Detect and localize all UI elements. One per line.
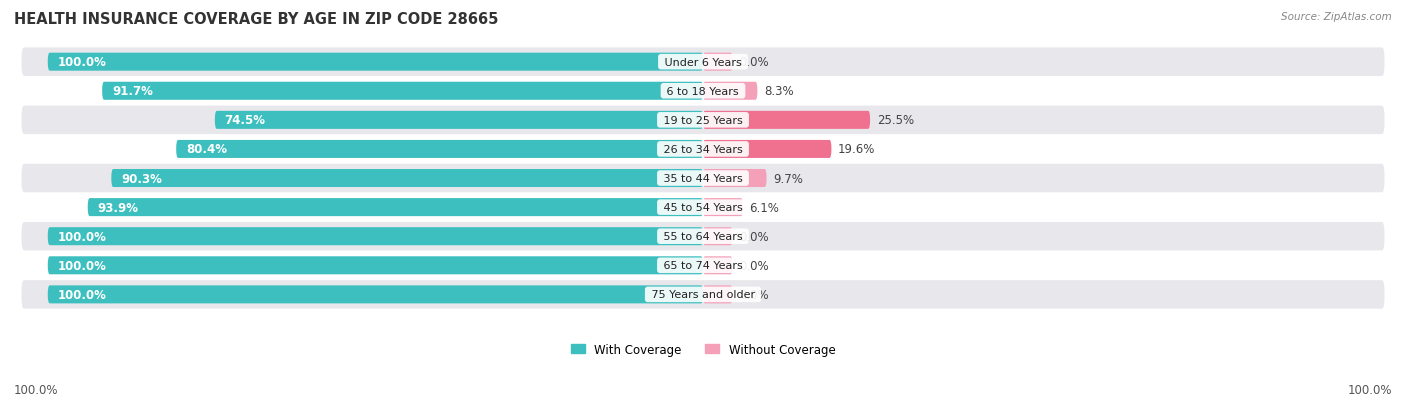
FancyBboxPatch shape (176, 140, 703, 159)
Text: 100.0%: 100.0% (58, 56, 107, 69)
FancyBboxPatch shape (703, 54, 733, 71)
Text: 74.5%: 74.5% (225, 114, 266, 127)
Text: 6 to 18 Years: 6 to 18 Years (664, 87, 742, 97)
FancyBboxPatch shape (703, 199, 742, 216)
Text: 0.0%: 0.0% (740, 288, 769, 301)
FancyBboxPatch shape (48, 54, 703, 71)
Text: 6.1%: 6.1% (749, 201, 779, 214)
Text: 91.7%: 91.7% (112, 85, 153, 98)
FancyBboxPatch shape (215, 112, 703, 130)
Text: Under 6 Years: Under 6 Years (661, 57, 745, 67)
Text: 90.3%: 90.3% (121, 172, 162, 185)
Text: 93.9%: 93.9% (97, 201, 139, 214)
Text: HEALTH INSURANCE COVERAGE BY AGE IN ZIP CODE 28665: HEALTH INSURANCE COVERAGE BY AGE IN ZIP … (14, 12, 499, 27)
Text: 100.0%: 100.0% (58, 259, 107, 272)
FancyBboxPatch shape (21, 48, 1385, 77)
Text: 0.0%: 0.0% (740, 230, 769, 243)
FancyBboxPatch shape (111, 170, 703, 188)
FancyBboxPatch shape (703, 286, 733, 304)
FancyBboxPatch shape (703, 112, 870, 130)
FancyBboxPatch shape (103, 83, 703, 100)
FancyBboxPatch shape (703, 256, 733, 275)
Text: Source: ZipAtlas.com: Source: ZipAtlas.com (1281, 12, 1392, 22)
Legend: With Coverage, Without Coverage: With Coverage, Without Coverage (565, 338, 841, 361)
Text: 19.6%: 19.6% (838, 143, 876, 156)
FancyBboxPatch shape (87, 199, 703, 216)
FancyBboxPatch shape (48, 286, 703, 304)
Text: 0.0%: 0.0% (740, 56, 769, 69)
FancyBboxPatch shape (21, 164, 1385, 193)
Text: 0.0%: 0.0% (740, 259, 769, 272)
Text: 26 to 34 Years: 26 to 34 Years (659, 145, 747, 154)
Text: 19 to 25 Years: 19 to 25 Years (659, 116, 747, 126)
FancyBboxPatch shape (21, 135, 1385, 164)
Text: 9.7%: 9.7% (773, 172, 803, 185)
Text: 80.4%: 80.4% (186, 143, 226, 156)
Text: 8.3%: 8.3% (763, 85, 793, 98)
Text: 25.5%: 25.5% (876, 114, 914, 127)
FancyBboxPatch shape (21, 106, 1385, 135)
Text: 35 to 44 Years: 35 to 44 Years (659, 173, 747, 184)
Text: 55 to 64 Years: 55 to 64 Years (659, 232, 747, 242)
FancyBboxPatch shape (703, 170, 766, 188)
FancyBboxPatch shape (21, 193, 1385, 222)
FancyBboxPatch shape (703, 228, 733, 246)
FancyBboxPatch shape (21, 252, 1385, 280)
FancyBboxPatch shape (21, 223, 1385, 251)
Text: 100.0%: 100.0% (58, 288, 107, 301)
Text: 100.0%: 100.0% (58, 230, 107, 243)
Text: 75 Years and older: 75 Years and older (648, 290, 758, 300)
FancyBboxPatch shape (703, 83, 758, 100)
Text: 100.0%: 100.0% (14, 384, 59, 396)
Text: 45 to 54 Years: 45 to 54 Years (659, 203, 747, 213)
FancyBboxPatch shape (21, 77, 1385, 106)
FancyBboxPatch shape (21, 280, 1385, 309)
FancyBboxPatch shape (703, 140, 831, 159)
FancyBboxPatch shape (48, 256, 703, 275)
Text: 65 to 74 Years: 65 to 74 Years (659, 261, 747, 271)
FancyBboxPatch shape (48, 228, 703, 246)
Text: 100.0%: 100.0% (1347, 384, 1392, 396)
